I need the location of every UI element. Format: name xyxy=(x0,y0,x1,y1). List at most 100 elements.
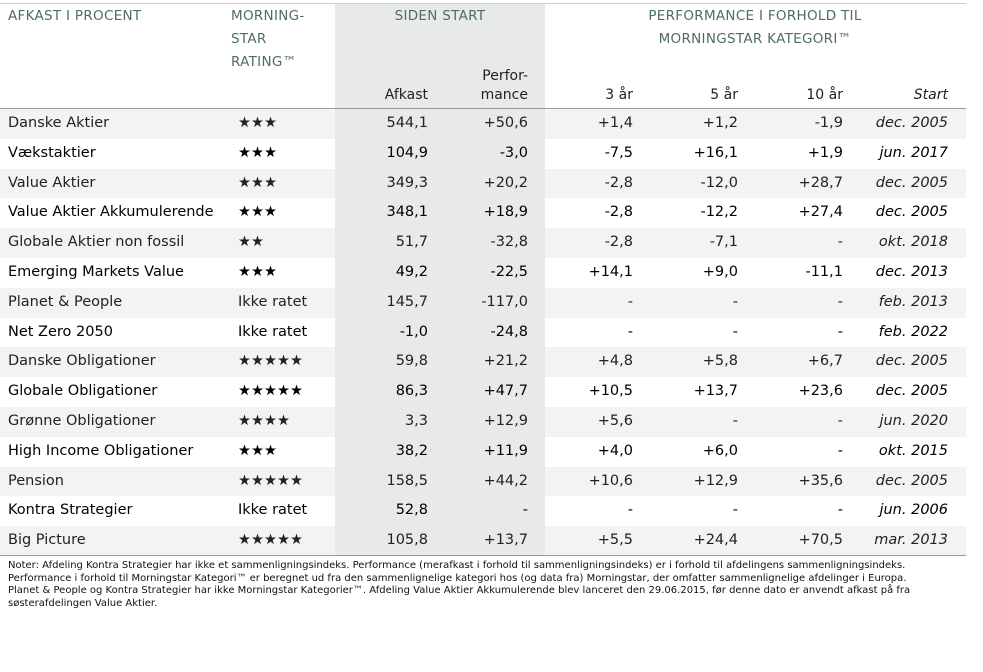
value-cell: -22,5 xyxy=(490,264,528,280)
rating: ★★★★★ xyxy=(238,532,303,549)
rating: ★★★ xyxy=(238,204,277,221)
value-cell: +70,5 xyxy=(798,532,843,549)
value-cell: +14,1 xyxy=(588,264,633,280)
fund-name: Vækstaktier xyxy=(8,144,96,161)
value-cell: +1,4 xyxy=(597,115,633,131)
value-cell: -11,1 xyxy=(805,264,843,280)
value-cell: +1,9 xyxy=(807,144,843,161)
value-cell: +5,6 xyxy=(597,413,633,429)
value-cell: - xyxy=(732,413,738,429)
value-cell: -2,8 xyxy=(604,204,633,221)
value-cell: -1,0 xyxy=(399,323,428,340)
value-cell: +20,2 xyxy=(483,174,528,191)
value-cell: -7,5 xyxy=(604,144,633,161)
value-cell: 59,8 xyxy=(395,353,428,370)
value-cell: -3,0 xyxy=(499,144,528,161)
value-cell: - xyxy=(732,323,738,340)
rating: ★★★★★ xyxy=(238,353,303,370)
value-cell: -12,2 xyxy=(700,204,738,221)
value-cell: 349,3 xyxy=(386,174,428,191)
value-cell: - xyxy=(627,323,633,340)
start-date: dec. 2005 xyxy=(875,353,948,370)
value-cell: +10,6 xyxy=(588,472,633,489)
value-cell: +1,2 xyxy=(702,115,738,131)
value-cell: -24,8 xyxy=(490,323,528,340)
start-date: dec. 2005 xyxy=(875,472,948,489)
start-date: dec. 2005 xyxy=(875,115,948,131)
rating: ★★★ xyxy=(238,115,277,131)
value-cell: 51,7 xyxy=(395,234,428,251)
rating: ★★★★★ xyxy=(238,383,303,400)
group-header: MORNING- xyxy=(231,8,305,24)
rating: ★★★ xyxy=(238,442,277,459)
group-header: SIDEN START xyxy=(394,8,486,24)
group-header: STAR xyxy=(231,31,267,47)
rating: Ikke ratet xyxy=(238,293,308,310)
value-cell: 104,9 xyxy=(386,144,428,161)
fund-name: Value Aktier xyxy=(8,174,96,191)
value-cell: +35,6 xyxy=(798,472,843,489)
bottom-rule xyxy=(0,555,966,556)
value-cell: 105,8 xyxy=(386,532,428,549)
rating: ★★ xyxy=(238,234,264,251)
start-date: jun. 2006 xyxy=(879,502,948,519)
shaded-column xyxy=(335,3,545,555)
start-date: feb. 2013 xyxy=(878,293,948,310)
group-header: PERFORMANCE I FORHOLD TIL xyxy=(648,8,862,24)
value-cell: 3,3 xyxy=(404,413,428,429)
value-cell: 49,2 xyxy=(395,264,428,280)
column-header: Afkast xyxy=(384,87,428,103)
column-header: mance xyxy=(480,87,528,103)
value-cell: +5,8 xyxy=(702,353,738,370)
value-cell: 38,2 xyxy=(395,442,428,459)
value-cell: - xyxy=(837,413,843,429)
start-date: dec. 2005 xyxy=(875,383,948,400)
value-cell: +28,7 xyxy=(798,174,843,191)
rating: ★★★ xyxy=(238,144,277,161)
group-header: AFKAST I PROCENT xyxy=(8,8,142,24)
fund-name: Globale Obligationer xyxy=(8,383,158,400)
header-rule xyxy=(0,108,966,109)
value-cell: 158,5 xyxy=(386,472,428,489)
rating: ★★★ xyxy=(238,264,277,280)
note-line: søsterafdelingen Value Aktier. xyxy=(8,597,158,609)
value-cell: - xyxy=(837,502,843,519)
value-cell: +4,8 xyxy=(597,353,633,370)
value-cell: +5,5 xyxy=(597,532,633,549)
value-cell: +16,1 xyxy=(693,144,738,161)
start-date: okt. 2015 xyxy=(878,442,948,459)
note-line: Noter: Afdeling Kontra Strategier har ik… xyxy=(8,560,906,571)
value-cell: +12,9 xyxy=(693,472,738,489)
start-date: dec. 2013 xyxy=(875,264,948,280)
start-date: dec. 2005 xyxy=(875,204,948,221)
value-cell: +18,9 xyxy=(483,204,528,221)
value-cell: - xyxy=(627,293,633,310)
value-cell: +6,0 xyxy=(702,442,738,459)
value-cell: +27,4 xyxy=(798,204,843,221)
fund-name: High Income Obligationer xyxy=(8,442,194,459)
value-cell: 145,7 xyxy=(386,293,428,310)
start-date: okt. 2018 xyxy=(878,234,948,251)
value-cell: +10,5 xyxy=(588,383,633,400)
fund-name: Danske Obligationer xyxy=(8,353,156,370)
value-cell: +47,7 xyxy=(483,383,528,400)
fund-name: Emerging Markets Value xyxy=(8,264,184,280)
fund-name: Danske Aktier xyxy=(8,115,110,131)
fund-name: Planet & People xyxy=(8,293,123,310)
value-cell: - xyxy=(732,502,738,519)
note-line: Planet & People og Kontra Strategier har… xyxy=(8,585,911,596)
column-header: 3 år xyxy=(605,87,633,103)
value-cell: -2,8 xyxy=(604,174,633,191)
value-cell: +44,2 xyxy=(483,472,528,489)
start-date: mar. 2013 xyxy=(874,532,948,549)
note-line: Performance i forhold til Morningstar Ka… xyxy=(8,572,907,584)
value-cell: 86,3 xyxy=(395,383,428,400)
start-date: jun. 2017 xyxy=(879,144,948,161)
value-cell: +21,2 xyxy=(483,353,528,370)
rating: Ikke ratet xyxy=(238,502,308,519)
rating: ★★★ xyxy=(238,174,277,191)
value-cell: - xyxy=(627,502,633,519)
value-cell: +24,4 xyxy=(693,532,738,549)
fund-name: Pension xyxy=(8,472,64,489)
